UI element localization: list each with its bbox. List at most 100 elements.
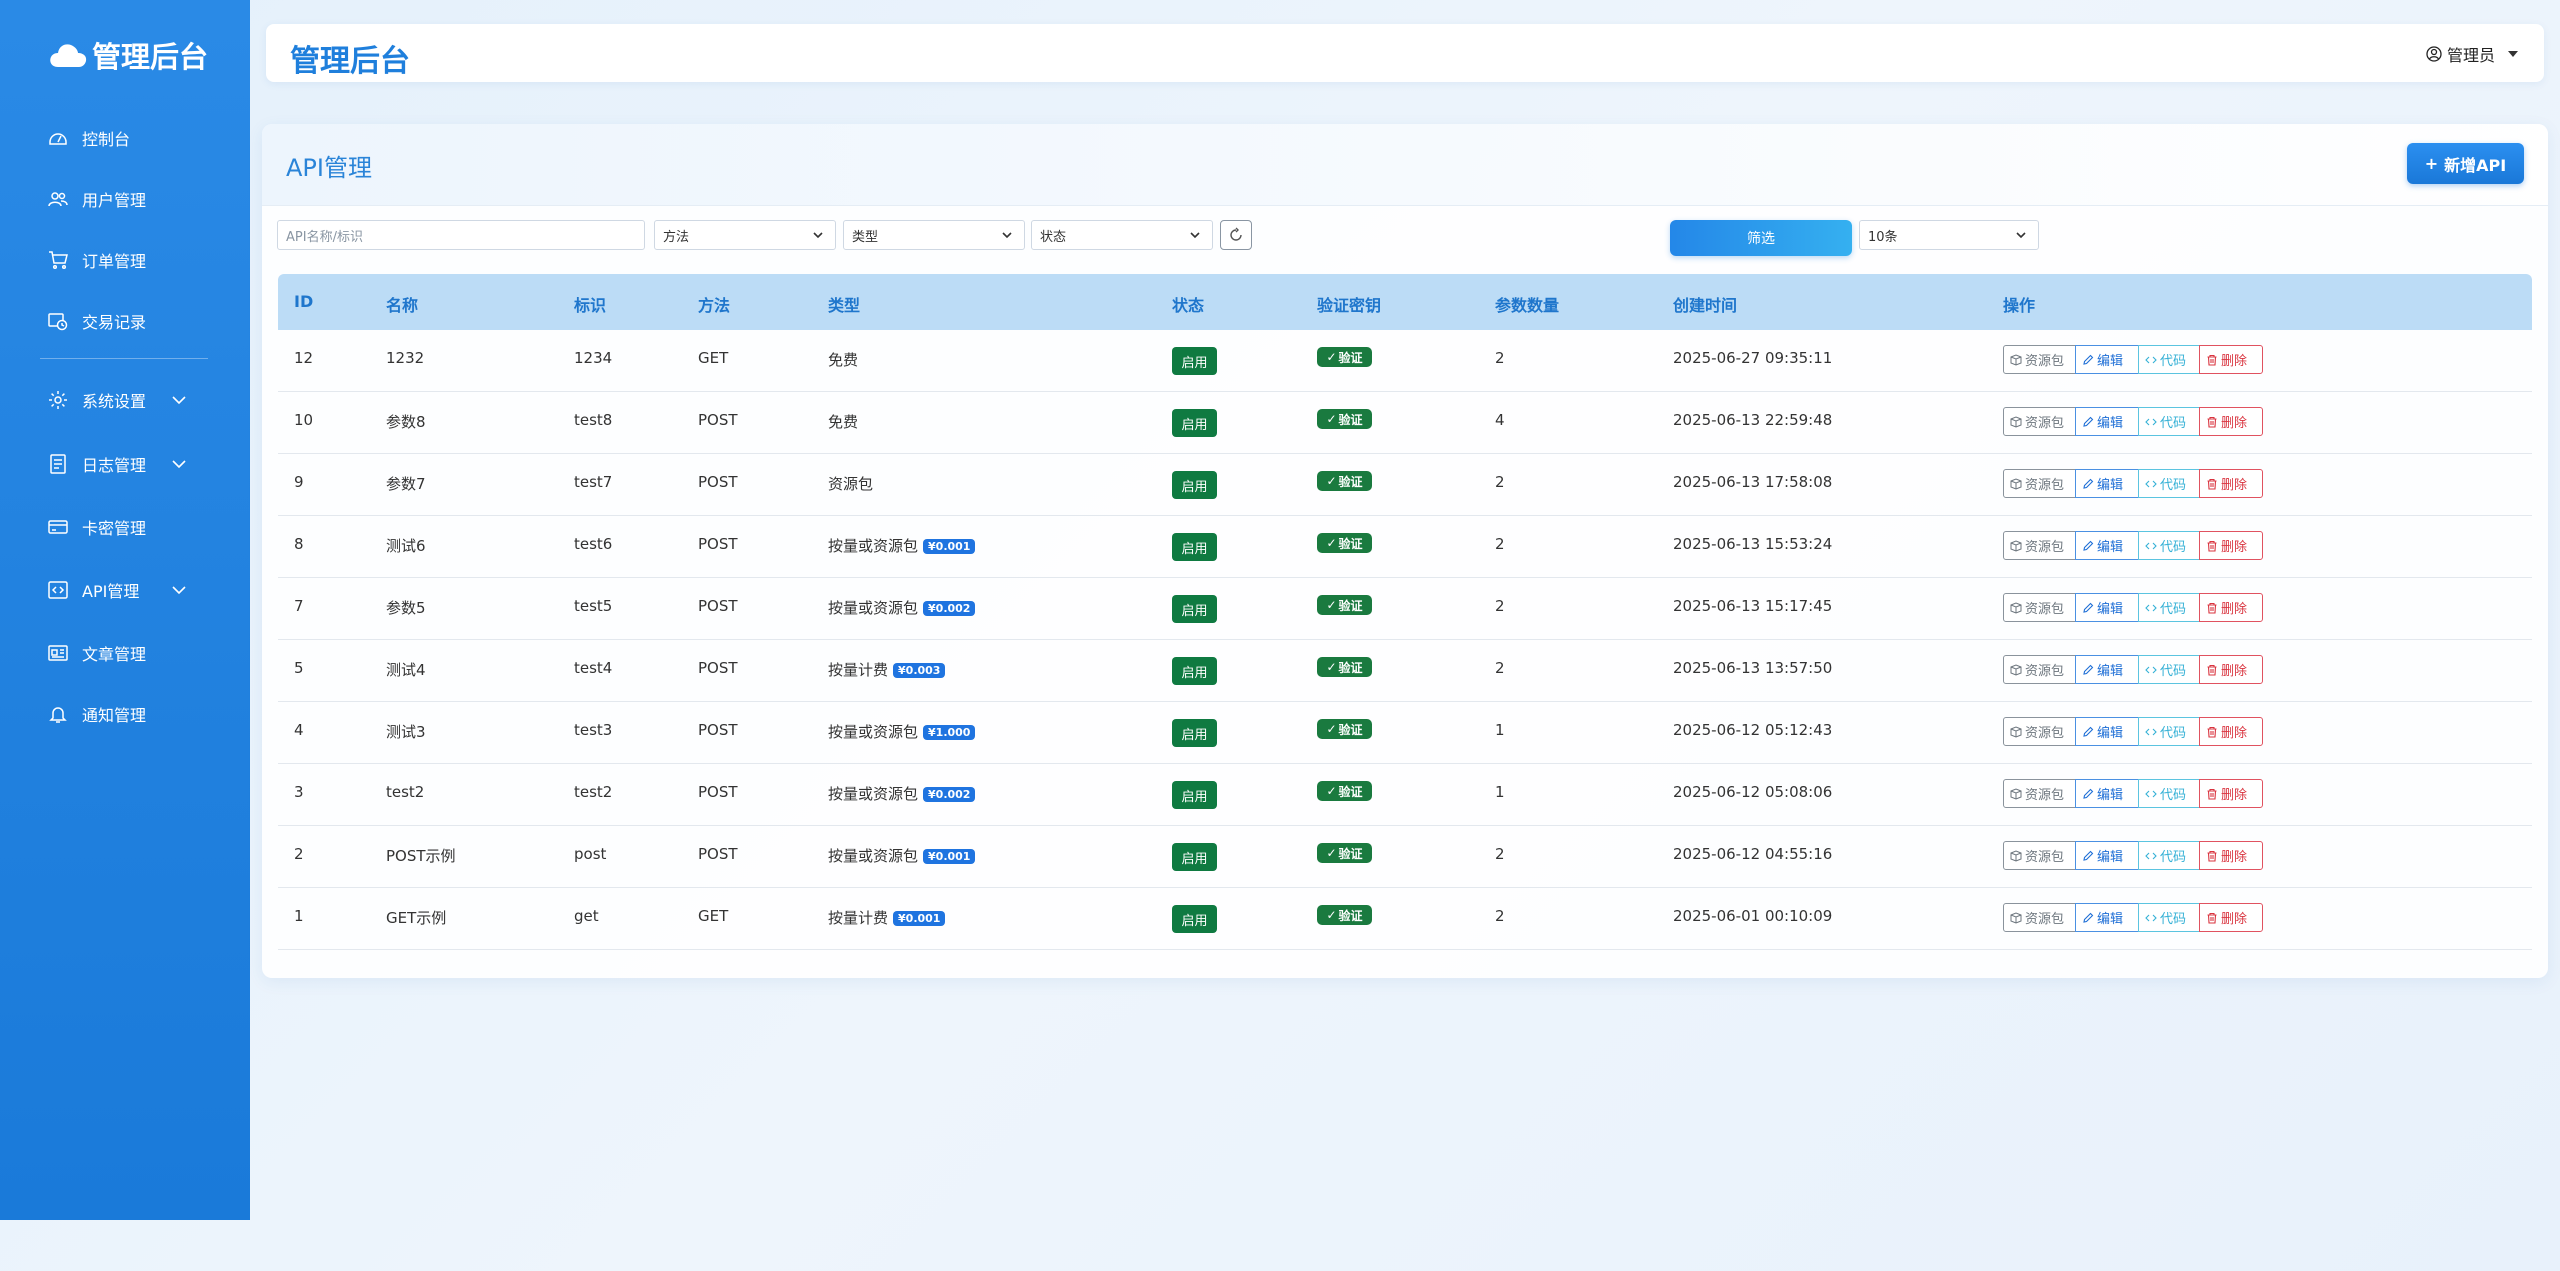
box-icon — [2010, 725, 2022, 738]
cell-id: 3 — [294, 783, 304, 801]
delete-button[interactable]: 删除 — [2199, 345, 2263, 374]
package-button[interactable]: 资源包 — [2003, 841, 2076, 870]
box-icon — [2010, 663, 2022, 676]
type-label: 资源包 — [828, 475, 874, 493]
edit-button[interactable]: 编辑 — [2075, 717, 2139, 746]
method-select[interactable]: 方法 — [654, 220, 836, 250]
edit-button[interactable]: 编辑 — [2075, 841, 2139, 870]
sidebar-item-settings[interactable]: 系统设置 — [48, 384, 198, 416]
package-button[interactable]: 资源包 — [2003, 655, 2076, 684]
sidebar-item-articles[interactable]: 文章管理 — [48, 637, 198, 669]
edit-label: 编辑 — [2097, 788, 2124, 803]
code-icon — [2145, 480, 2157, 487]
edit-button[interactable]: 编辑 — [2075, 531, 2139, 560]
code-button[interactable]: 代码 — [2138, 717, 2200, 746]
add-api-label: 新增API — [2444, 155, 2507, 175]
cell-method: GET — [698, 349, 729, 367]
code-button[interactable]: 代码 — [2138, 407, 2200, 436]
sidebar-item-transactions[interactable]: 交易记录 — [48, 305, 198, 337]
price-badge: ¥0.003 — [893, 663, 946, 678]
search-input[interactable]: API名称/标识 — [277, 220, 645, 250]
code-button[interactable]: 代码 — [2138, 593, 2200, 622]
edit-button[interactable]: 编辑 — [2075, 903, 2139, 932]
edit-button[interactable]: 编辑 — [2075, 779, 2139, 808]
package-button[interactable]: 资源包 — [2003, 593, 2076, 622]
sidebar-item-cards[interactable]: 卡密管理 — [48, 511, 198, 543]
trash-icon — [2207, 726, 2217, 738]
verify-label: 验证 — [1338, 722, 1363, 737]
code-button[interactable]: 代码 — [2138, 841, 2200, 870]
cell-created: 2025-06-12 04:55:16 — [1673, 845, 1833, 863]
delete-button[interactable]: 删除 — [2199, 593, 2263, 622]
delete-button[interactable]: 删除 — [2199, 407, 2263, 436]
sidebar-item-notifications[interactable]: 通知管理 — [48, 698, 198, 730]
code-icon — [2145, 604, 2157, 611]
user-menu[interactable]: 管理员 — [2426, 42, 2518, 66]
code-button[interactable]: 代码 — [2138, 779, 2200, 808]
sidebar-item-dashboard[interactable]: 控制台 — [48, 122, 198, 154]
package-button[interactable]: 资源包 — [2003, 717, 2076, 746]
cell-created: 2025-06-13 22:59:48 — [1673, 411, 1833, 429]
edit-button[interactable]: 编辑 — [2075, 655, 2139, 684]
verify-badge: ✓ 验证 — [1317, 347, 1372, 367]
chevron-down-icon — [172, 586, 186, 595]
users-icon — [48, 192, 68, 207]
package-button[interactable]: 资源包 — [2003, 345, 2076, 374]
delete-button[interactable]: 删除 — [2199, 469, 2263, 498]
add-api-button[interactable]: + 新增API — [2407, 143, 2524, 184]
table-row: 2 POST示例 post POST 按量或资源包 ¥0.001 启用 ✓ 验证 2… — [278, 826, 2532, 888]
log-icon — [50, 454, 66, 474]
sidebar-item-orders[interactable]: 订单管理 — [48, 244, 198, 276]
edit-button[interactable]: 编辑 — [2075, 469, 2139, 498]
header-title: 管理后台 — [290, 44, 410, 79]
code-label: 代码 — [2160, 850, 2187, 865]
package-button[interactable]: 资源包 — [2003, 469, 2076, 498]
filter-button[interactable]: 筛选 — [1670, 220, 1852, 256]
box-icon — [2010, 415, 2022, 428]
sidebar-item-users[interactable]: 用户管理 — [48, 183, 198, 215]
method-select-value: 方法 — [663, 229, 690, 245]
edit-button[interactable]: 编辑 — [2075, 345, 2139, 374]
package-button[interactable]: 资源包 — [2003, 903, 2076, 932]
package-button[interactable]: 资源包 — [2003, 407, 2076, 436]
delete-button[interactable]: 删除 — [2199, 717, 2263, 746]
status-select[interactable]: 状态 — [1031, 220, 1213, 250]
sidebar-item-label: 系统设置 — [82, 392, 147, 411]
cell-method: POST — [698, 597, 738, 615]
verify-label: 验证 — [1338, 598, 1363, 613]
code-button[interactable]: 代码 — [2138, 655, 2200, 684]
code-label: 代码 — [2160, 912, 2187, 927]
code-button[interactable]: 代码 — [2138, 345, 2200, 374]
type-select[interactable]: 类型 — [843, 220, 1025, 250]
cell-params: 2 — [1495, 597, 1505, 615]
code-button[interactable]: 代码 — [2138, 469, 2200, 498]
brand-logo[interactable]: 管理后台 — [48, 34, 208, 76]
price-badge: ¥0.002 — [923, 787, 976, 802]
row-actions: 资源包 编辑 代码 删除 — [2003, 469, 2263, 498]
package-button[interactable]: 资源包 — [2003, 531, 2076, 560]
table-row: 1 GET示例 get GET 按量计费 ¥0.001 启用 ✓ 验证 2 2025… — [278, 888, 2532, 950]
code-label: 代码 — [2160, 788, 2187, 803]
table-body: 12 1232 1234 GET 免费 启用 ✓ 验证 2 2025-06-27 … — [278, 330, 2532, 950]
package-button[interactable]: 资源包 — [2003, 779, 2076, 808]
code-button[interactable]: 代码 — [2138, 531, 2200, 560]
sidebar-item-api[interactable]: API管理 — [48, 574, 198, 606]
gear-icon — [49, 391, 67, 409]
edit-button[interactable]: 编辑 — [2075, 593, 2139, 622]
delete-button[interactable]: 删除 — [2199, 841, 2263, 870]
edit-label: 编辑 — [2097, 354, 2124, 369]
code-button[interactable]: 代码 — [2138, 903, 2200, 932]
delete-button[interactable]: 删除 — [2199, 655, 2263, 684]
reset-button[interactable] — [1220, 220, 1252, 250]
page-size-select[interactable]: 10条 — [1859, 220, 2039, 250]
delete-button[interactable]: 删除 — [2199, 531, 2263, 560]
edit-button[interactable]: 编辑 — [2075, 407, 2139, 436]
sidebar-item-logs[interactable]: 日志管理 — [48, 448, 198, 480]
type-label: 按量或资源包 — [828, 785, 919, 803]
plus-icon: + — [2424, 154, 2439, 173]
delete-button[interactable]: 删除 — [2199, 779, 2263, 808]
chevron-down-icon — [172, 460, 186, 469]
sidebar-item-label: 日志管理 — [82, 456, 147, 475]
column-header: 验证密钥 — [1317, 296, 1382, 315]
delete-button[interactable]: 删除 — [2199, 903, 2263, 932]
